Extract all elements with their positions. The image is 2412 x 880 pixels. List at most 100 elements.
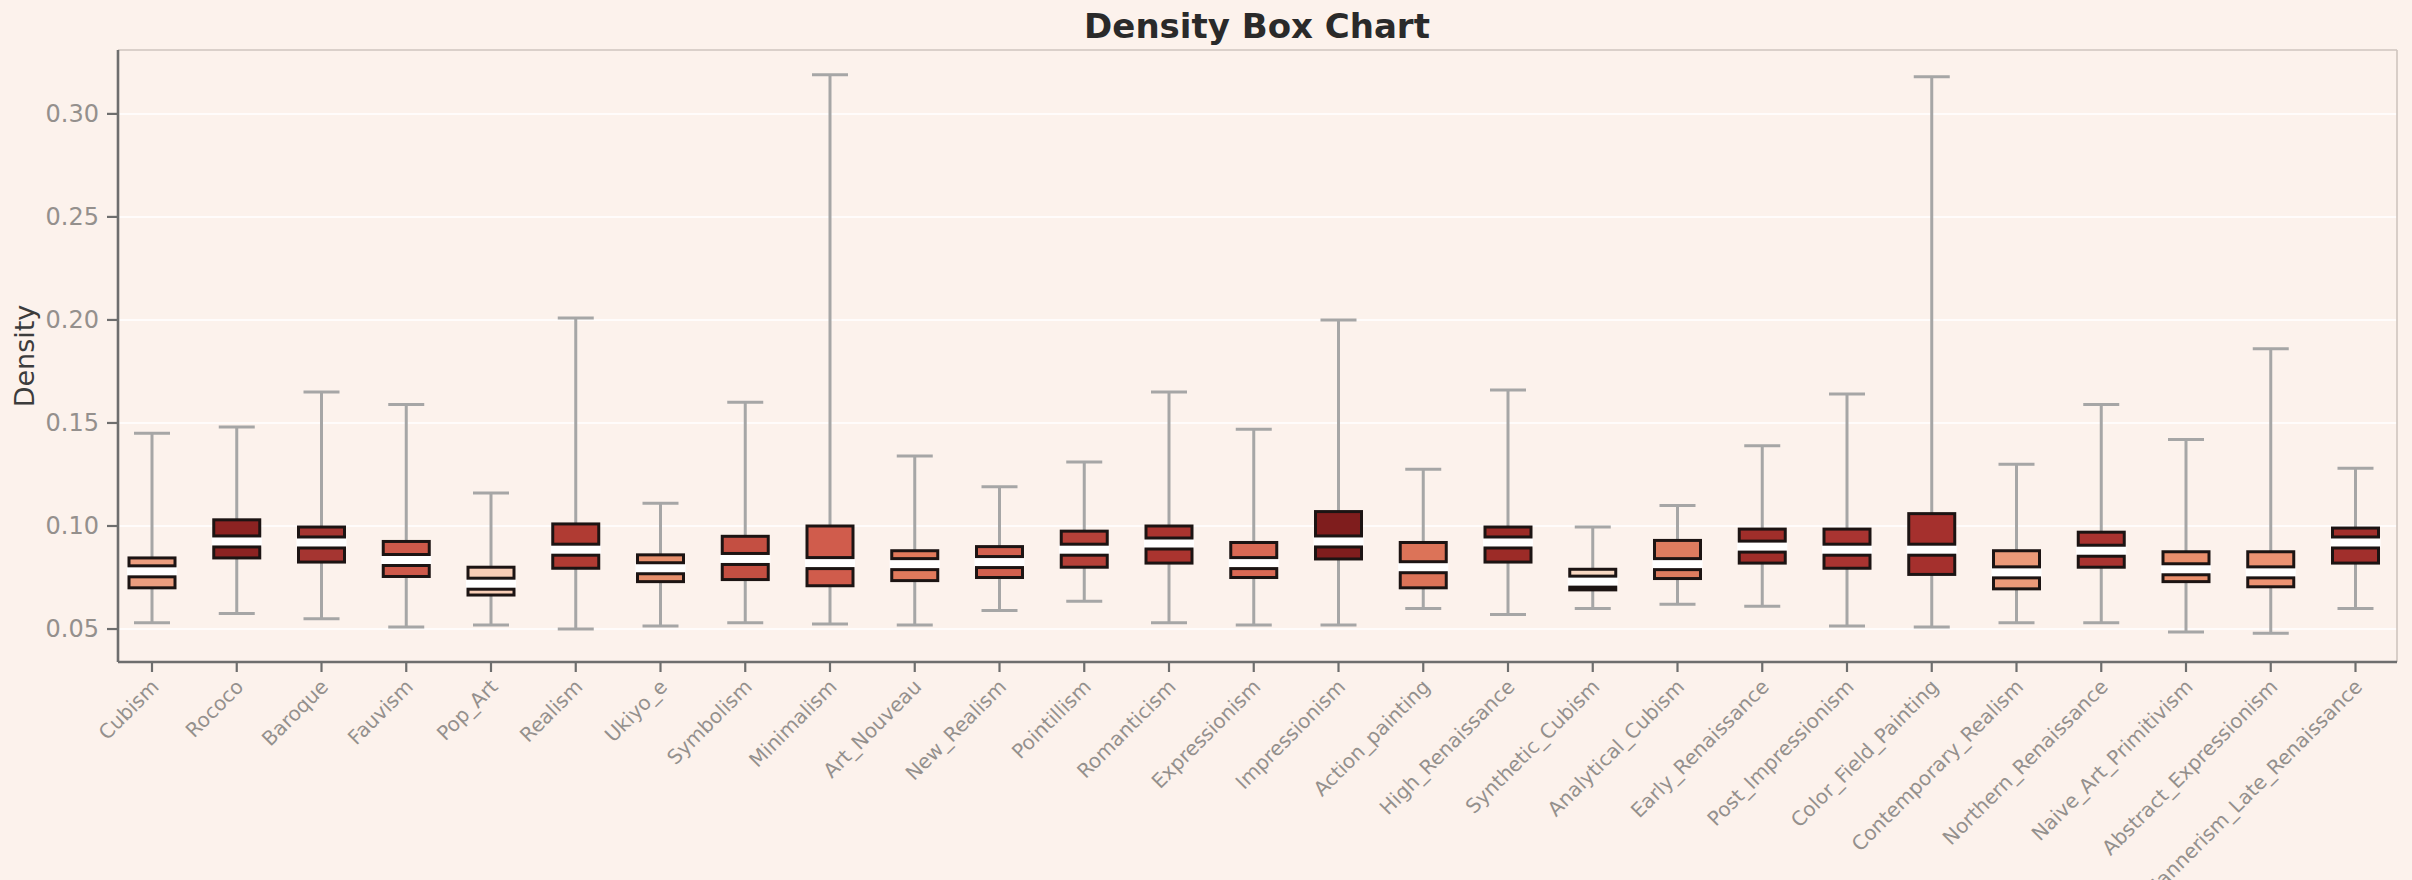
box-upper-art-nouveau [892, 551, 938, 559]
box-lower-post-impressionism [1824, 555, 1870, 568]
median-line-high-renaissance [1483, 537, 1533, 548]
median-line-new-realism [975, 557, 1025, 568]
box-upper-synthetic-cubism [1570, 569, 1616, 576]
median-line-northern-renaissance [2076, 545, 2126, 556]
box-upper-minimalism [807, 526, 853, 558]
box-upper-analytical-cubism [1655, 540, 1701, 558]
x-tick-label-contemporary-realism: Contemporary_Realism [1847, 675, 2028, 856]
box-lower-romanticism [1146, 549, 1192, 563]
x-tick-label-fauvism: Fauvism [343, 675, 418, 750]
box-upper-high-renaissance [1485, 527, 1531, 537]
box-lower-realism [553, 555, 599, 568]
box-upper-baroque [299, 527, 345, 537]
x-tick-label-realism: Realism [515, 675, 588, 748]
box-lower-pointillism [1061, 555, 1107, 567]
y-tick-label-0.30: 0.30 [46, 100, 99, 128]
x-tick-label-post-impressionism: Post_Impressionism [1702, 675, 1858, 831]
median-line-post-impressionism [1822, 544, 1872, 555]
median-line-action-painting [1398, 562, 1448, 573]
y-tick-label-0.20: 0.20 [46, 306, 99, 334]
x-tick-label-pointillism: Pointillism [1007, 675, 1096, 764]
median-line-rococo [212, 536, 262, 547]
x-tick-label-naive-art-primitivism: Naive_Art_Primitivism [2026, 675, 2197, 846]
y-axis-label: Density [9, 305, 40, 408]
median-line-naive-art-primitivism [2161, 564, 2211, 575]
box-lower-art-nouveau [892, 570, 938, 581]
box-lower-rococo [214, 547, 260, 558]
median-line-impressionism [1314, 536, 1364, 547]
x-tick-label-ukiyo-e: Ukiyo_e [600, 675, 672, 747]
box-lower-fauvism [383, 566, 429, 577]
box-lower-symbolism [722, 564, 768, 579]
box-lower-northern-renaissance [2078, 556, 2124, 567]
x-tick-label-color-field-painting: Color_Field_Painting [1786, 675, 1944, 833]
box-lower-color-field-painting [1909, 555, 1955, 574]
median-line-expressionism [1229, 558, 1279, 569]
box-lower-contemporary-realism [1994, 578, 2040, 589]
x-tick-label-early-renaissance: Early_Renaissance [1626, 675, 1774, 823]
box-lower-abstract-expressionism [2248, 578, 2294, 587]
median-line-symbolism [720, 553, 770, 564]
box-upper-rococo [214, 520, 260, 536]
box-lower-analytical-cubism [1655, 570, 1701, 579]
box-upper-symbolism [722, 536, 768, 553]
box-upper-impressionism [1316, 512, 1362, 536]
box-lower-new-realism [977, 568, 1023, 578]
box-upper-color-field-painting [1909, 514, 1955, 545]
y-tick-label-0.05: 0.05 [46, 615, 99, 643]
box-upper-contemporary-realism [1994, 551, 2040, 567]
median-line-early-renaissance [1737, 541, 1787, 552]
box-upper-ukiyo-e [638, 555, 684, 563]
median-line-ukiyo-e [636, 563, 686, 574]
box-lower-pop-art [468, 589, 514, 595]
median-line-realism [551, 544, 601, 555]
box-upper-new-realism [977, 547, 1023, 557]
density-box-chart-figure: 0.05 0.10 0.15 0.20 0.25 0.30 CubismRococoBaro… [0, 0, 2412, 880]
box-upper-fauvism [383, 541, 429, 554]
x-tick-label-baroque: Baroque [257, 675, 333, 751]
median-line-cubism [127, 566, 177, 577]
box-lower-impressionism [1316, 547, 1362, 559]
box-chart-canvas: 0.05 0.10 0.15 0.20 0.25 0.30 CubismRococoBaro… [0, 0, 2412, 880]
box-upper-naive-art-primitivism [2163, 552, 2209, 564]
box-upper-abstract-expressionism [2248, 552, 2294, 567]
box-lower-minimalism [807, 569, 853, 586]
box-lower-ukiyo-e [638, 574, 684, 582]
chart-title: Density Box Chart [1084, 6, 1430, 46]
box-upper-romanticism [1146, 526, 1192, 538]
x-tick-label-pop-art: Pop_Art [432, 674, 503, 745]
x-tick-label-cubism: Cubism [94, 675, 164, 745]
box-upper-northern-renaissance [2078, 532, 2124, 545]
box-upper-action-painting [1400, 542, 1446, 561]
y-tick-label-0.10: 0.10 [46, 512, 99, 540]
box-upper-expressionism [1231, 542, 1277, 557]
box-lower-expressionism [1231, 569, 1277, 578]
median-line-baroque [297, 537, 347, 548]
box-upper-post-impressionism [1824, 529, 1870, 544]
x-tick-label-symbolism: Symbolism [662, 675, 757, 770]
box-lower-mannerism-late-renaissance [2333, 548, 2379, 563]
median-line-synthetic-cubism [1568, 576, 1618, 587]
median-line-art-nouveau [890, 559, 940, 570]
x-tick-label-northern-renaissance: Northern_Renaissance [1938, 675, 2113, 850]
box-lower-synthetic-cubism [1570, 587, 1616, 590]
median-line-mannerism-late-renaissance [2331, 537, 2381, 548]
box-upper-pointillism [1061, 531, 1107, 544]
box-upper-early-renaissance [1739, 529, 1785, 541]
box-lower-cubism [129, 577, 175, 588]
median-line-analytical-cubism [1653, 559, 1703, 570]
median-line-abstract-expressionism [2246, 567, 2296, 578]
median-line-fauvism [381, 555, 431, 566]
box-lower-action-painting [1400, 573, 1446, 588]
median-line-pop-art [466, 578, 516, 589]
median-line-minimalism [805, 558, 855, 569]
box-upper-pop-art [468, 567, 514, 578]
median-line-pointillism [1059, 544, 1109, 555]
x-tick-label-rococo: Rococo [181, 675, 249, 743]
median-line-contemporary-realism [1992, 567, 2042, 578]
y-tick-label-0.15: 0.15 [46, 409, 99, 437]
box-lower-naive-art-primitivism [2163, 575, 2209, 582]
y-tick-label-0.25: 0.25 [46, 203, 99, 231]
plot-layer: 0.05 0.10 0.15 0.20 0.25 0.30 CubismRococoBaro… [46, 50, 2397, 880]
x-tick-label-abstract-expressionism: Abstract_Expressionism [2097, 675, 2282, 860]
